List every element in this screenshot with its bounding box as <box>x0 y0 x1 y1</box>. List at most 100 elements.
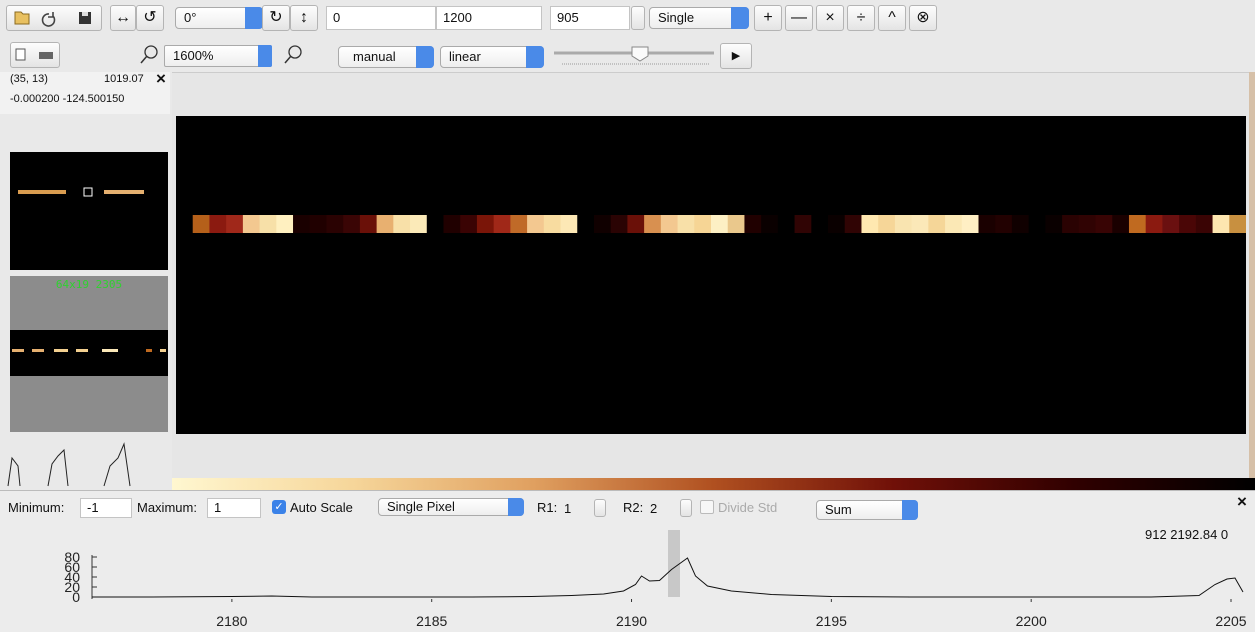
file-buttons <box>6 5 102 31</box>
image-pixel <box>627 215 644 233</box>
image-pixel <box>226 215 243 233</box>
y-tick-label: 80 <box>64 549 80 565</box>
image-pixel <box>811 215 828 233</box>
mini-graph <box>0 436 170 490</box>
rotation-select[interactable]: 0° <box>175 7 263 29</box>
image-pixel <box>360 215 377 233</box>
image-pixel <box>544 215 561 233</box>
frame-slider[interactable] <box>552 42 718 68</box>
frame-mode-select[interactable]: Single <box>649 7 749 29</box>
cursor-band <box>668 530 680 597</box>
panner: 64x19 2305 <box>10 276 168 432</box>
colorbar[interactable] <box>172 478 1255 490</box>
image-pixel <box>661 215 678 233</box>
image-pixel <box>1162 215 1179 233</box>
frame-input[interactable]: 905 <box>550 6 630 30</box>
thumbnail-strip <box>10 152 168 270</box>
image-pixel <box>778 215 795 233</box>
pixel-coords: (35, 13) <box>10 73 48 85</box>
copy-icon[interactable] <box>16 49 25 60</box>
image-pixel <box>744 215 761 233</box>
image-pixel <box>861 215 878 233</box>
image-pixel <box>477 215 494 233</box>
image-pixel <box>1129 215 1146 233</box>
image-pixel <box>1146 215 1163 233</box>
frame-stepper[interactable] <box>631 6 645 30</box>
image-pixel <box>594 215 611 233</box>
rotate-cw-button[interactable]: ↻ <box>262 5 290 31</box>
image-pixel <box>912 215 929 233</box>
image-pixel <box>176 215 193 233</box>
image-pixel <box>527 215 544 233</box>
max-input[interactable]: 1200 <box>436 6 542 30</box>
image-pixel <box>962 215 979 233</box>
image-pixel <box>928 215 945 233</box>
op-add[interactable]: + <box>754 5 782 31</box>
open-icon[interactable] <box>15 12 29 24</box>
image-background <box>176 116 1246 434</box>
image-pixel <box>1012 215 1029 233</box>
scale-mode-value: manual <box>347 49 396 64</box>
image-pixel <box>460 215 477 233</box>
flip-v-button[interactable]: ↕ <box>290 5 318 31</box>
rotate-ccw-button[interactable]: ↺ <box>136 5 164 31</box>
pixel-value: 1019.07 <box>104 73 144 85</box>
image-pixel <box>427 215 444 233</box>
refresh-icon[interactable] <box>43 12 55 26</box>
image-pixel <box>1179 215 1196 233</box>
zoom-select[interactable]: 1600% <box>164 45 272 67</box>
image-pixel <box>795 215 812 233</box>
image-pixel <box>1112 215 1129 233</box>
scale-type-select[interactable]: linear <box>440 46 544 68</box>
image-pixel <box>945 215 962 233</box>
panner-image <box>10 330 168 376</box>
image-pixel <box>979 215 996 233</box>
play-button[interactable]: ▶ <box>720 43 752 69</box>
dropdown-arrow <box>416 46 434 68</box>
panner-label: 64x19 2305 <box>10 278 168 291</box>
image-pixel <box>711 215 728 233</box>
op-subtract[interactable]: — <box>785 5 813 31</box>
image-pixel <box>694 215 711 233</box>
image-pixel <box>243 215 260 233</box>
dropdown-arrow <box>731 7 749 29</box>
image-pixel <box>828 215 845 233</box>
image-pixel <box>343 215 360 233</box>
op-divide[interactable]: ÷ <box>847 5 875 31</box>
print-icon[interactable] <box>39 52 53 59</box>
thumbnail <box>10 152 168 270</box>
world-coords: -0.000200 -124.500150 <box>10 93 124 105</box>
app-window: ↔ ↺ 0° ↻ ↕ 0 1200 905 Single + — × ÷ ^ ⊗… <box>0 0 1255 632</box>
image-pixel <box>611 215 628 233</box>
copy-print-buttons <box>10 42 60 68</box>
x-tick-label: 2205 <box>1215 613 1246 629</box>
image-pixel <box>326 215 343 233</box>
image-pixel <box>444 215 461 233</box>
op-power[interactable]: ^ <box>878 5 906 31</box>
main-image <box>176 116 1246 434</box>
image-pixel <box>1096 215 1113 233</box>
window-edge <box>1249 72 1255 478</box>
frame-mode-value: Single <box>658 10 694 25</box>
info-close[interactable]: × <box>156 69 166 89</box>
image-pixel <box>209 215 226 233</box>
scale-mode-select[interactable]: manual <box>338 46 434 68</box>
op-multiply[interactable]: × <box>816 5 844 31</box>
min-input[interactable]: 0 <box>326 6 436 30</box>
image-pixel <box>878 215 895 233</box>
zoom-out-icon[interactable] <box>278 42 308 68</box>
dropdown-arrow <box>245 7 263 29</box>
zoom-in-icon[interactable] <box>136 42 162 68</box>
image-pixel <box>1079 215 1096 233</box>
op-clear[interactable]: ⊗ <box>909 5 937 31</box>
dropdown-arrow <box>258 45 272 67</box>
image-pixel <box>377 215 394 233</box>
image-pixel <box>293 215 310 233</box>
save-icon-label <box>82 12 88 16</box>
image-pixel <box>728 215 745 233</box>
flip-h-button[interactable]: ↔ <box>110 5 136 31</box>
x-tick-label: 2195 <box>816 613 847 629</box>
spectrum-line <box>92 558 1243 597</box>
image-pixel <box>644 215 661 233</box>
